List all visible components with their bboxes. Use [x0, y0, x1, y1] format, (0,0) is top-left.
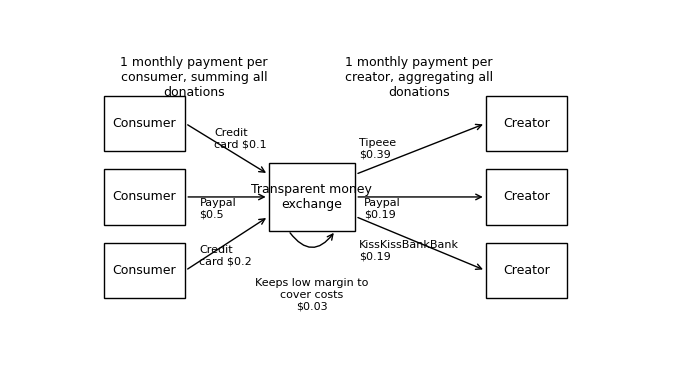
Text: KissKissBankBank
$0.19: KissKissBankBank $0.19: [359, 240, 459, 262]
Text: Transparent money
exchange: Transparent money exchange: [252, 183, 373, 211]
FancyBboxPatch shape: [104, 243, 185, 298]
FancyBboxPatch shape: [269, 163, 355, 231]
Text: Credit
card $0.2: Credit card $0.2: [200, 245, 252, 266]
FancyBboxPatch shape: [486, 169, 567, 225]
FancyBboxPatch shape: [104, 169, 185, 225]
Text: Keeps low margin to
cover costs
$0.03: Keeps low margin to cover costs $0.03: [255, 278, 369, 311]
Text: Credit
card $0.1: Credit card $0.1: [214, 128, 267, 149]
Text: Creator: Creator: [503, 264, 550, 277]
Text: Creator: Creator: [503, 190, 550, 204]
Text: Consumer: Consumer: [113, 264, 176, 277]
Text: 1 monthly payment per
consumer, summing all
donations: 1 monthly payment per consumer, summing …: [120, 56, 268, 99]
Text: Creator: Creator: [503, 117, 550, 130]
Text: 1 monthly payment per
creator, aggregating all
donations: 1 monthly payment per creator, aggregati…: [345, 56, 493, 99]
Text: Paypal
$0.19: Paypal $0.19: [364, 198, 401, 220]
Text: Consumer: Consumer: [113, 117, 176, 130]
Text: Consumer: Consumer: [113, 190, 176, 204]
Text: Tipeee
$0.39: Tipeee $0.39: [359, 138, 396, 160]
FancyBboxPatch shape: [486, 96, 567, 151]
FancyBboxPatch shape: [486, 243, 567, 298]
Text: Paypal
$0.5: Paypal $0.5: [200, 198, 236, 220]
FancyArrowPatch shape: [290, 233, 333, 247]
FancyBboxPatch shape: [104, 96, 185, 151]
